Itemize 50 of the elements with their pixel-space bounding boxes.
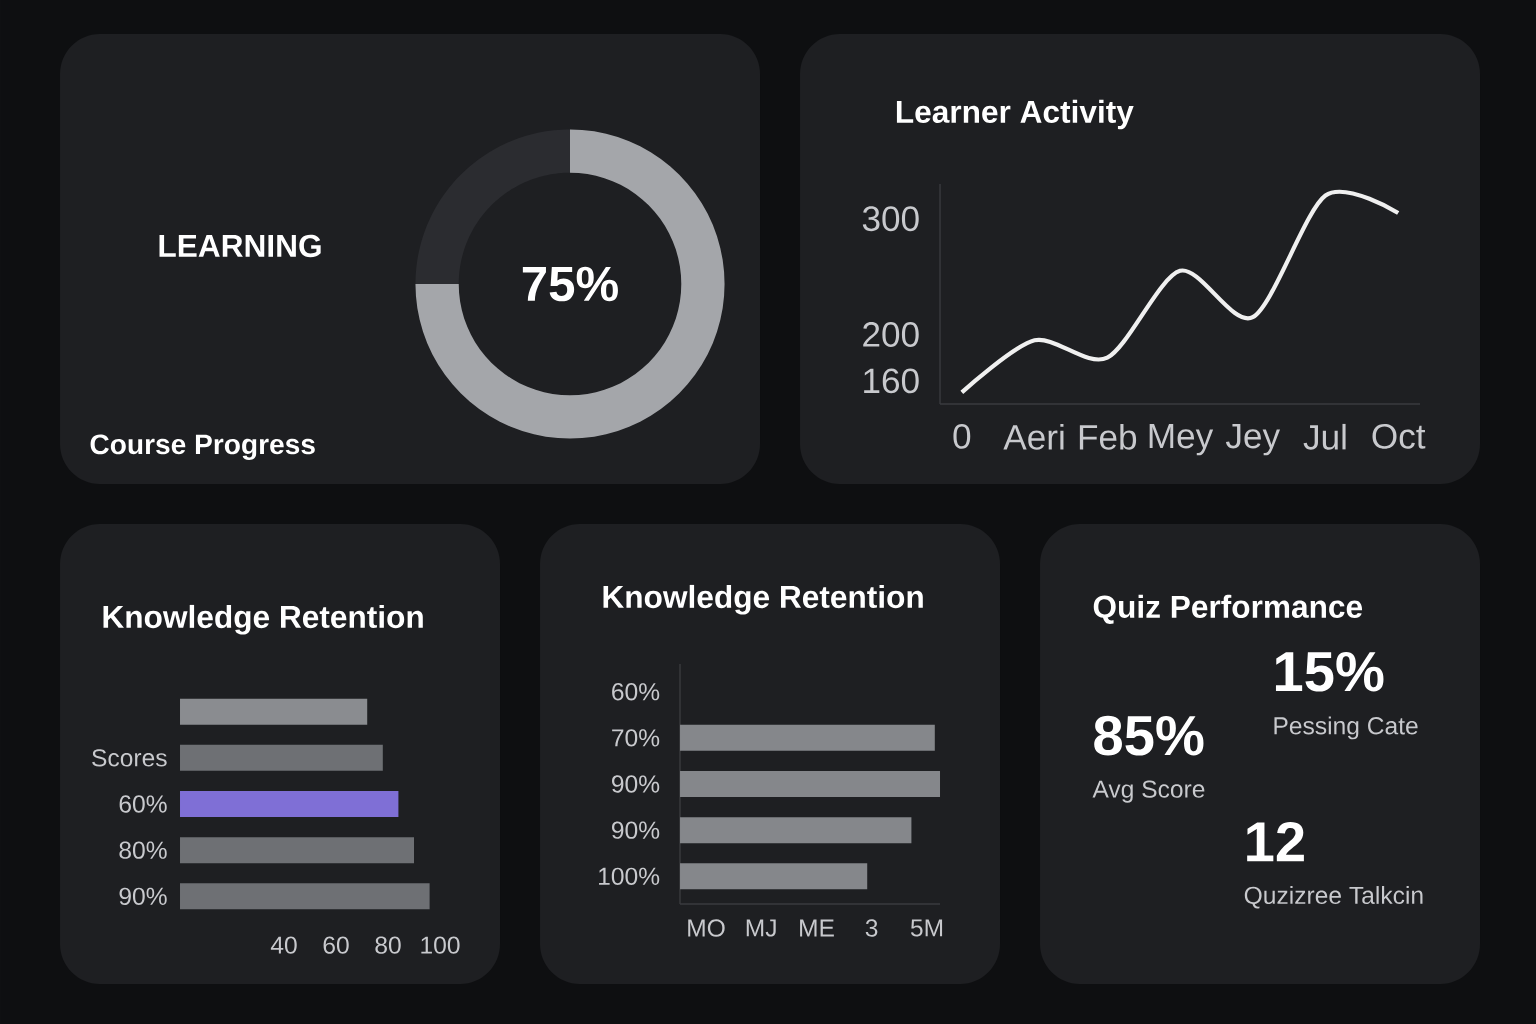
bar (180, 698, 368, 725)
text: Quzizree Talkcin (1244, 886, 1423, 909)
text: 15% (1275, 651, 1384, 692)
y-tick-label: 80% (119, 841, 167, 859)
y-tick-label: 300 (862, 206, 919, 232)
text: Pessing Cate (1274, 716, 1418, 740)
bar (680, 817, 912, 844)
text: ME (800, 919, 834, 937)
x-tick-label: Jul (1303, 423, 1346, 450)
y-tick-label: 60% (119, 795, 167, 813)
y-tick-label: 60% (612, 683, 660, 701)
y-tick-label: 70% (612, 729, 660, 747)
y-tick-label: 200 (863, 322, 919, 347)
chart-title: Knowledge Retention (103, 604, 423, 635)
chart-title: Learner Activity (896, 99, 1134, 130)
x-tick-label: Mey (1149, 423, 1214, 456)
text: Course Progress (90, 434, 315, 460)
bar (180, 744, 383, 771)
x-tick-label: 100 (421, 936, 460, 954)
x-tick-label: Jey (1225, 423, 1281, 456)
text: MJ (746, 919, 776, 937)
bar (180, 791, 399, 817)
text: 5M (910, 919, 943, 937)
text: Avg Score (1092, 780, 1205, 803)
y-tick-label: Scores (92, 749, 167, 767)
x-tick-label: 0 (953, 423, 971, 449)
y-tick-label: 90% (612, 821, 660, 839)
x-tick-label: 60 (323, 936, 349, 954)
text: LEARNING (159, 234, 321, 258)
text: 12 (1247, 821, 1304, 862)
y-tick-label: 160 (864, 368, 919, 394)
data-label: 75% (522, 266, 618, 302)
x-tick-label: Feb (1079, 423, 1137, 450)
x-tick-label: 40 (270, 936, 297, 954)
text: 85% (1094, 715, 1204, 756)
chart-title: Knowledge Retention (603, 584, 923, 615)
bar (680, 863, 868, 890)
bar (180, 837, 415, 864)
bar (680, 771, 941, 798)
x-tick-label: Aeri (1003, 423, 1064, 450)
bar (680, 724, 935, 751)
text: 3 (865, 919, 878, 937)
y-tick-label: 90% (612, 775, 660, 793)
text: MO (688, 919, 725, 937)
y-tick-label: 100% (599, 867, 660, 885)
x-tick-label: 80 (375, 936, 401, 954)
bar (180, 883, 430, 910)
x-tick-label: Oct (1372, 423, 1426, 449)
y-tick-label: 90% (119, 887, 167, 905)
text: Quiz Performance (1093, 594, 1363, 624)
